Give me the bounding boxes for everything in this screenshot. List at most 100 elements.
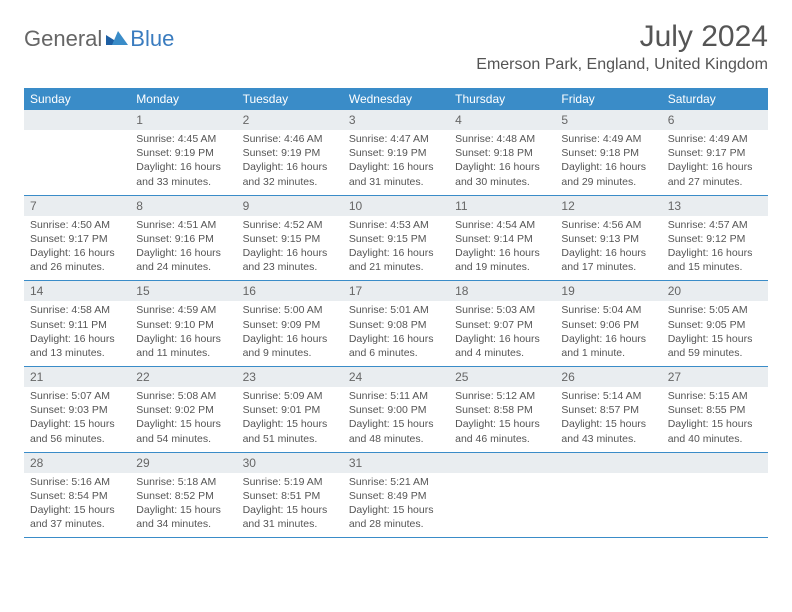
day-cell	[449, 453, 555, 538]
day-sunset: Sunset: 9:12 PM	[668, 232, 762, 246]
day-sunset: Sunset: 9:15 PM	[349, 232, 443, 246]
day-body: Sunrise: 4:57 AMSunset: 9:12 PMDaylight:…	[662, 216, 768, 281]
day-number: 31	[343, 453, 449, 473]
day-daylight1: Daylight: 15 hours	[243, 417, 337, 431]
day-sunrise: Sunrise: 4:46 AM	[243, 132, 337, 146]
day-daylight2: and 46 minutes.	[455, 432, 549, 446]
day-number: 26	[555, 367, 661, 387]
day-cell	[24, 110, 130, 195]
day-sunset: Sunset: 9:07 PM	[455, 318, 549, 332]
day-body: Sunrise: 4:58 AMSunset: 9:11 PMDaylight:…	[24, 301, 130, 366]
day-daylight1: Daylight: 16 hours	[561, 246, 655, 260]
day-sunset: Sunset: 9:00 PM	[349, 403, 443, 417]
day-daylight2: and 21 minutes.	[349, 260, 443, 274]
day-sunrise: Sunrise: 4:49 AM	[668, 132, 762, 146]
day-daylight2: and 31 minutes.	[243, 517, 337, 531]
day-body: Sunrise: 5:12 AMSunset: 8:58 PMDaylight:…	[449, 387, 555, 452]
day-daylight2: and 23 minutes.	[243, 260, 337, 274]
day-sunset: Sunset: 9:17 PM	[668, 146, 762, 160]
week-row: 7Sunrise: 4:50 AMSunset: 9:17 PMDaylight…	[24, 196, 768, 282]
day-cell: 27Sunrise: 5:15 AMSunset: 8:55 PMDayligh…	[662, 367, 768, 452]
day-body: Sunrise: 5:04 AMSunset: 9:06 PMDaylight:…	[555, 301, 661, 366]
day-cell	[555, 453, 661, 538]
dow-wednesday: Wednesday	[343, 88, 449, 110]
day-number: 12	[555, 196, 661, 216]
day-number: 21	[24, 367, 130, 387]
day-sunset: Sunset: 8:52 PM	[136, 489, 230, 503]
day-number: 24	[343, 367, 449, 387]
dow-friday: Friday	[555, 88, 661, 110]
day-cell: 11Sunrise: 4:54 AMSunset: 9:14 PMDayligh…	[449, 196, 555, 281]
day-sunset: Sunset: 9:13 PM	[561, 232, 655, 246]
day-number: 2	[237, 110, 343, 130]
day-body: Sunrise: 5:14 AMSunset: 8:57 PMDaylight:…	[555, 387, 661, 452]
day-number: 9	[237, 196, 343, 216]
day-daylight2: and 51 minutes.	[243, 432, 337, 446]
dow-thursday: Thursday	[449, 88, 555, 110]
day-number: 11	[449, 196, 555, 216]
day-daylight2: and 26 minutes.	[30, 260, 124, 274]
day-sunrise: Sunrise: 4:53 AM	[349, 218, 443, 232]
day-daylight1: Daylight: 16 hours	[30, 246, 124, 260]
day-body: Sunrise: 5:18 AMSunset: 8:52 PMDaylight:…	[130, 473, 236, 538]
logo-text-blue: Blue	[130, 26, 174, 52]
day-daylight2: and 54 minutes.	[136, 432, 230, 446]
day-daylight1: Daylight: 15 hours	[349, 503, 443, 517]
day-daylight1: Daylight: 16 hours	[243, 246, 337, 260]
day-cell: 6Sunrise: 4:49 AMSunset: 9:17 PMDaylight…	[662, 110, 768, 195]
day-daylight2: and 32 minutes.	[243, 175, 337, 189]
day-daylight2: and 19 minutes.	[455, 260, 549, 274]
logo: General Blue	[24, 26, 174, 52]
day-number: 10	[343, 196, 449, 216]
day-daylight1: Daylight: 16 hours	[349, 332, 443, 346]
day-daylight2: and 11 minutes.	[136, 346, 230, 360]
day-sunset: Sunset: 9:06 PM	[561, 318, 655, 332]
day-cell: 18Sunrise: 5:03 AMSunset: 9:07 PMDayligh…	[449, 281, 555, 366]
day-cell: 19Sunrise: 5:04 AMSunset: 9:06 PMDayligh…	[555, 281, 661, 366]
day-cell: 22Sunrise: 5:08 AMSunset: 9:02 PMDayligh…	[130, 367, 236, 452]
dow-sunday: Sunday	[24, 88, 130, 110]
week-row: 1Sunrise: 4:45 AMSunset: 9:19 PMDaylight…	[24, 110, 768, 196]
day-sunrise: Sunrise: 5:08 AM	[136, 389, 230, 403]
day-body: Sunrise: 5:19 AMSunset: 8:51 PMDaylight:…	[237, 473, 343, 538]
day-number: 13	[662, 196, 768, 216]
title-block: July 2024 Emerson Park, England, United …	[476, 20, 768, 74]
day-sunrise: Sunrise: 4:58 AM	[30, 303, 124, 317]
day-cell: 5Sunrise: 4:49 AMSunset: 9:18 PMDaylight…	[555, 110, 661, 195]
day-number: 27	[662, 367, 768, 387]
day-cell: 30Sunrise: 5:19 AMSunset: 8:51 PMDayligh…	[237, 453, 343, 538]
day-sunset: Sunset: 9:18 PM	[561, 146, 655, 160]
day-number: 22	[130, 367, 236, 387]
day-body: Sunrise: 4:51 AMSunset: 9:16 PMDaylight:…	[130, 216, 236, 281]
day-number: 15	[130, 281, 236, 301]
day-body: Sunrise: 4:49 AMSunset: 9:17 PMDaylight:…	[662, 130, 768, 195]
day-cell: 9Sunrise: 4:52 AMSunset: 9:15 PMDaylight…	[237, 196, 343, 281]
day-sunset: Sunset: 9:19 PM	[349, 146, 443, 160]
day-cell: 4Sunrise: 4:48 AMSunset: 9:18 PMDaylight…	[449, 110, 555, 195]
day-sunset: Sunset: 9:11 PM	[30, 318, 124, 332]
day-sunrise: Sunrise: 4:57 AM	[668, 218, 762, 232]
day-body: Sunrise: 5:00 AMSunset: 9:09 PMDaylight:…	[237, 301, 343, 366]
day-daylight2: and 1 minute.	[561, 346, 655, 360]
day-sunset: Sunset: 9:17 PM	[30, 232, 124, 246]
day-sunset: Sunset: 8:55 PM	[668, 403, 762, 417]
day-daylight1: Daylight: 15 hours	[349, 417, 443, 431]
day-sunrise: Sunrise: 5:14 AM	[561, 389, 655, 403]
day-sunset: Sunset: 9:09 PM	[243, 318, 337, 332]
day-body: Sunrise: 5:01 AMSunset: 9:08 PMDaylight:…	[343, 301, 449, 366]
day-sunset: Sunset: 9:19 PM	[243, 146, 337, 160]
day-daylight1: Daylight: 16 hours	[136, 160, 230, 174]
day-daylight2: and 56 minutes.	[30, 432, 124, 446]
day-cell: 15Sunrise: 4:59 AMSunset: 9:10 PMDayligh…	[130, 281, 236, 366]
day-daylight2: and 30 minutes.	[455, 175, 549, 189]
day-daylight1: Daylight: 16 hours	[561, 160, 655, 174]
weeks-container: 1Sunrise: 4:45 AMSunset: 9:19 PMDaylight…	[24, 110, 768, 538]
day-cell: 20Sunrise: 5:05 AMSunset: 9:05 PMDayligh…	[662, 281, 768, 366]
day-number: 30	[237, 453, 343, 473]
day-number: 17	[343, 281, 449, 301]
day-daylight2: and 6 minutes.	[349, 346, 443, 360]
day-daylight1: Daylight: 16 hours	[136, 332, 230, 346]
day-number: 3	[343, 110, 449, 130]
day-daylight1: Daylight: 16 hours	[136, 246, 230, 260]
day-number: 19	[555, 281, 661, 301]
